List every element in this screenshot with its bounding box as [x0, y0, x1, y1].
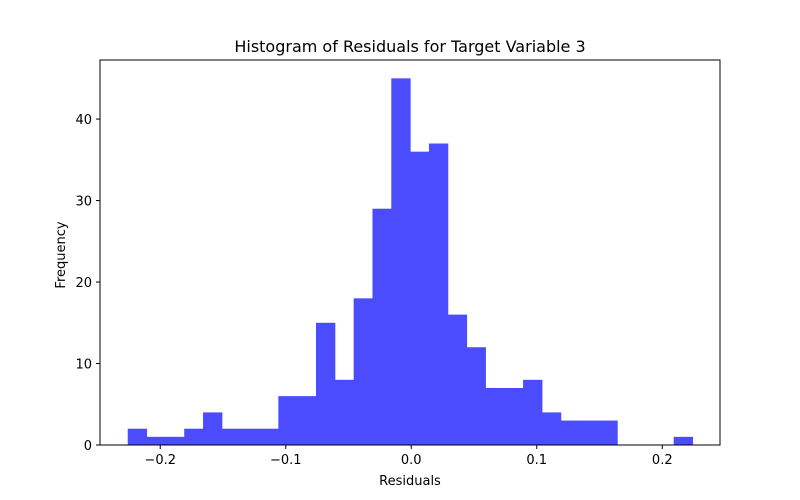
- histogram-bar: [372, 208, 392, 445]
- histogram-bar: [410, 151, 430, 445]
- x-axis-label: Residuals: [379, 474, 441, 489]
- histogram-bar: [523, 379, 543, 445]
- histogram-bar: [334, 379, 355, 445]
- histogram-bar: [353, 298, 373, 445]
- histogram-bar: [259, 428, 279, 445]
- histogram-bar: [504, 387, 524, 445]
- chart-title: Histogram of Residuals for Target Variab…: [234, 37, 585, 56]
- y-axis-label: Frequency: [54, 221, 69, 288]
- y-tick-label: 0: [84, 439, 92, 454]
- histogram-bar: [221, 428, 242, 445]
- y-tick-label: 10: [75, 358, 92, 373]
- histogram-bar: [127, 428, 148, 445]
- histogram-bar: [673, 436, 694, 445]
- y-tick-label: 20: [75, 276, 92, 291]
- histogram-bar: [146, 436, 166, 445]
- histogram-bar: [447, 314, 468, 445]
- x-tick-label: −0.1: [270, 453, 302, 468]
- histogram-bar: [165, 436, 185, 445]
- x-tick-label: 0.2: [652, 453, 673, 468]
- x-tick-label: 0.0: [401, 453, 422, 468]
- bars-group: [127, 78, 694, 445]
- histogram-bar: [203, 412, 223, 445]
- plot-frame: [99, 59, 721, 446]
- histogram-bar: [466, 347, 486, 445]
- y-tick-label: 30: [75, 195, 92, 210]
- x-tick-label: 0.1: [526, 453, 547, 468]
- histogram-bar: [560, 420, 581, 445]
- histogram-bar: [278, 396, 298, 445]
- histogram-bar: [315, 322, 336, 445]
- y-tick-label: 40: [75, 113, 92, 128]
- histogram-bar: [240, 428, 261, 445]
- x-axis-ticks: −0.2 −0.1 0.0 0.1 0.2: [144, 445, 673, 468]
- histogram-bar: [184, 428, 204, 445]
- histogram-bar: [297, 396, 317, 445]
- histogram-bar: [391, 78, 411, 445]
- histogram-bar: [541, 412, 562, 445]
- y-axis-ticks: 0 10 20 30 40: [75, 113, 100, 454]
- x-tick-label: −0.2: [144, 453, 176, 468]
- histogram-bar: [428, 143, 449, 445]
- histogram-bar: [579, 420, 599, 445]
- histogram-bar: [598, 420, 618, 445]
- histogram-bar: [485, 387, 505, 445]
